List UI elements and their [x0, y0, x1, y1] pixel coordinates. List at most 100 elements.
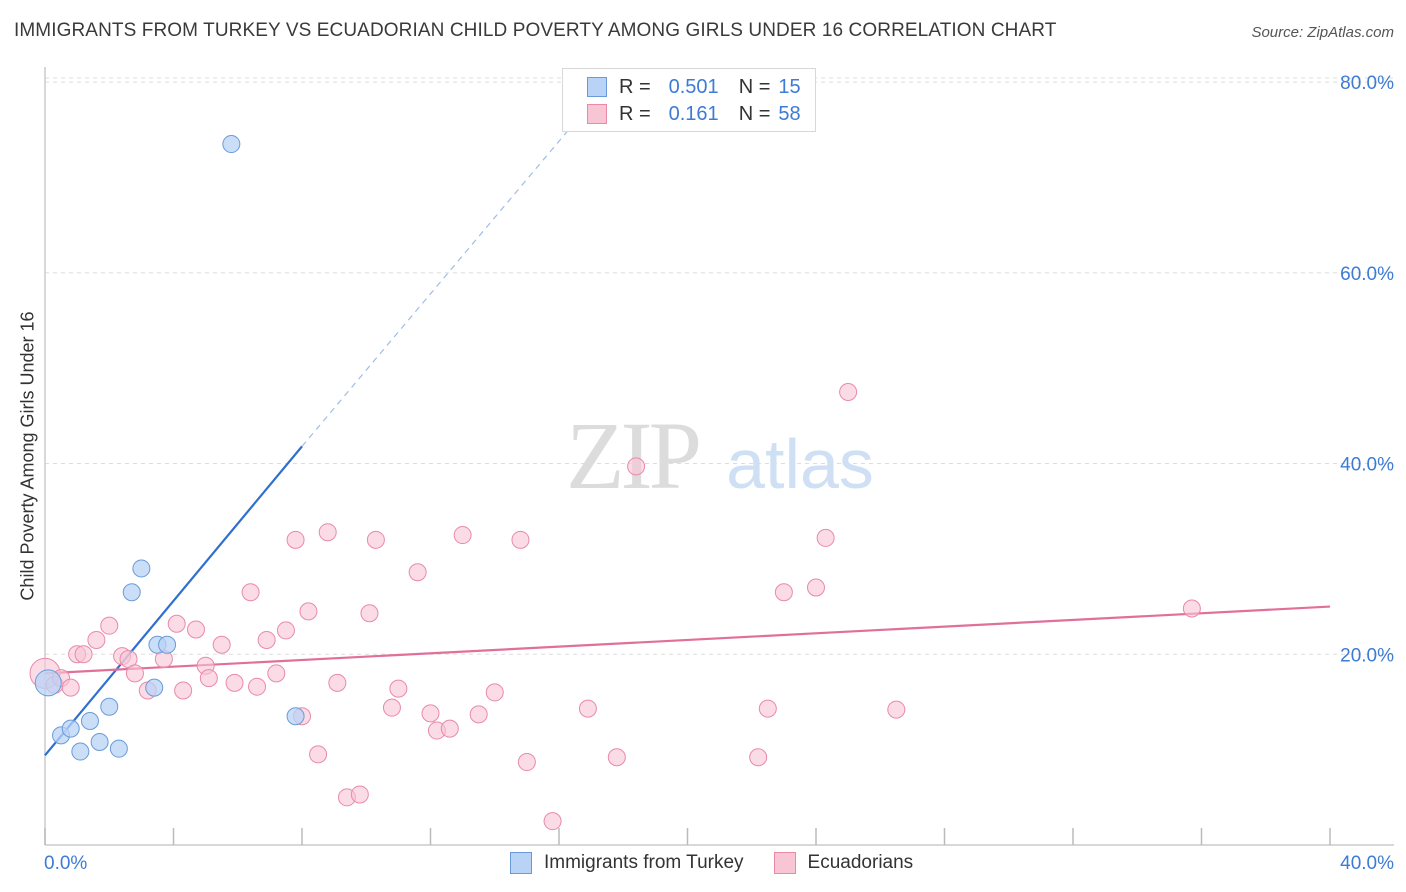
ecuador-point [267, 664, 286, 683]
ecuador-point [469, 705, 488, 724]
ecuador-point [758, 699, 777, 718]
ecuador-point [248, 677, 267, 696]
turkey-point [61, 719, 80, 738]
turkey-point [80, 712, 99, 731]
r-label: R = [619, 102, 651, 125]
turkey-point [132, 559, 151, 578]
n-value-ecuador: 58 [778, 102, 801, 125]
ecuador-point [212, 635, 231, 654]
ecuador-point [440, 719, 459, 738]
y-tick-label: 60.0% [1340, 264, 1394, 285]
legend-item-ecuador[interactable]: Ecuadorians [773, 852, 914, 874]
n-value-turkey: 15 [778, 75, 801, 98]
turkey-point [109, 739, 128, 758]
y-tick-labels: 20.0% 40.0% 60.0% 80.0% [1340, 73, 1394, 666]
axes [44, 67, 1394, 846]
ecuador-point [511, 530, 530, 549]
chart-title: IMMIGRANTS FROM TURKEY VS ECUADORIAN CHI… [14, 20, 1057, 41]
x-tick-label-max: 40.0% [1340, 853, 1394, 874]
watermark-zip: ZIP [566, 402, 699, 509]
watermark: ZIP atlas [566, 402, 874, 509]
turkey-point [158, 635, 177, 654]
ecuador-point [199, 669, 218, 688]
series-legend: Immigrants from Turkey Ecuadorians [510, 852, 943, 874]
ecuador-point [61, 678, 80, 697]
n-label: N = [738, 75, 771, 98]
turkey-point [100, 697, 119, 716]
x-tick-label-min: 0.0% [44, 853, 87, 874]
ecuador-swatch [773, 852, 796, 874]
ecuador-point [241, 583, 260, 602]
ecuador-swatch [587, 104, 607, 124]
turkey-swatch [587, 77, 607, 97]
ecuador-point [627, 457, 646, 476]
ecuador-point [125, 664, 144, 683]
ecuador-point [389, 679, 408, 698]
ecuador-point [578, 699, 597, 718]
turkey-point [122, 583, 141, 602]
turkey-trend-line [44, 445, 303, 757]
ecuador-point [517, 753, 536, 772]
r-value-turkey: 0.501 [668, 75, 719, 98]
ecuador-point [167, 614, 186, 633]
turkey-trend-extension [301, 110, 586, 447]
ecuador-point [87, 630, 106, 649]
turkey-point [145, 678, 164, 697]
ecuador-point [453, 526, 472, 545]
ecuador-point [887, 700, 906, 719]
trend-lines [44, 110, 1331, 757]
n-label: N = [738, 102, 771, 125]
legend-row-turkey: R = 0.501 N = 15 [587, 75, 801, 99]
y-tick-label: 80.0% [1340, 73, 1394, 94]
ecuador-trend-line [44, 605, 1331, 675]
legend-row-ecuador: R = 0.161 N = 58 [587, 102, 801, 126]
ecuador-point [318, 523, 337, 542]
r-label: R = [619, 75, 651, 98]
turkey-point [90, 733, 109, 752]
ecuador-point [276, 621, 295, 640]
ecuador-point [100, 616, 119, 635]
ecuador-point [607, 748, 626, 767]
ecuador-point [286, 530, 305, 549]
ecuador-point [749, 748, 768, 767]
watermark-atlas: atlas [726, 425, 874, 503]
ecuador-point [408, 563, 427, 582]
y-axis-label: Child Poverty Among Girls Under 16 [17, 311, 38, 601]
turkey-point [71, 742, 90, 761]
ecuador-point [807, 578, 825, 597]
legend-label-turkey: Immigrants from Turkey [544, 852, 744, 873]
gridlines [45, 77, 1394, 655]
ecuador-point [485, 683, 504, 702]
y-tick-label: 20.0% [1340, 645, 1394, 666]
ecuador-point [816, 528, 835, 547]
ecuador-point [174, 681, 193, 700]
ecuador-point [543, 812, 562, 831]
ecuador-point [1182, 599, 1201, 618]
ecuador-point [257, 630, 276, 649]
legend-label-ecuador: Ecuadorians [807, 852, 914, 873]
source-credit: Source: ZipAtlas.com [1251, 24, 1394, 41]
ecuador-point [74, 645, 93, 664]
ecuador-point [360, 604, 379, 623]
y-tick-label: 40.0% [1340, 455, 1394, 476]
ecuador-point [421, 704, 440, 723]
turkey-point [222, 135, 241, 154]
ecuador-point [225, 673, 244, 692]
r-value-ecuador: 0.161 [668, 102, 719, 125]
turkey-point [34, 669, 62, 697]
ecuador-point [309, 745, 328, 764]
ecuador-point [382, 698, 401, 717]
ecuador-point [186, 620, 205, 639]
data-points [29, 135, 1201, 831]
turkey-point [286, 707, 305, 726]
ecuador-point [350, 785, 369, 804]
legend-item-turkey[interactable]: Immigrants from Turkey [510, 852, 744, 874]
ecuador-point [839, 383, 858, 402]
turkey-swatch [510, 852, 532, 874]
ecuador-point [299, 602, 318, 621]
ecuador-point [774, 583, 793, 602]
ecuador-point [328, 673, 347, 692]
ecuador-point [366, 530, 385, 549]
correlation-legend: R = 0.501 N = 15 R = 0.161 N = 58 [562, 68, 816, 132]
